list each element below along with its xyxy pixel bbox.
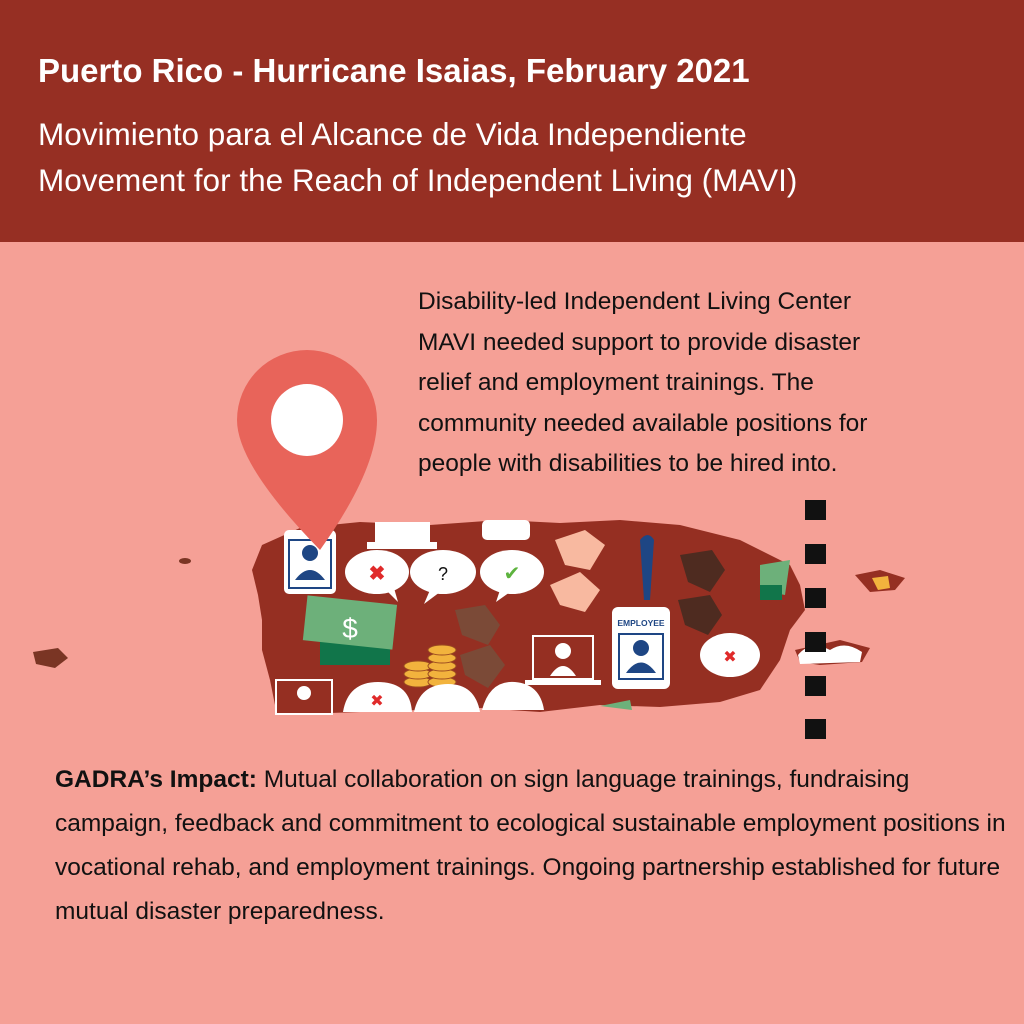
badge-person-body [626,662,656,673]
svg-text:✖: ✖ [723,649,736,666]
speech-bubble-question-icon: ? [410,550,476,604]
description-line: people with disabilities to be hired int… [418,450,838,477]
badge-top-icon [482,520,530,540]
hand-icon [550,530,605,612]
speech-bubble-x-icon: ✖ [345,550,409,602]
laptop-user-head [297,686,311,700]
badge-label: EMPLOYEE [617,618,665,628]
speech-bubble-x-icon: ✖ [700,633,760,677]
badge-photo-frame [618,633,664,680]
laptop-user-icon [367,522,437,549]
speech-bubble-check-icon [482,681,544,710]
hand-icon [678,550,725,635]
laptop-user-icon [525,635,601,685]
culebra-yellow [872,576,890,590]
small-islet [179,558,191,564]
svg-text:✖: ✖ [370,693,383,710]
speech-bubble-x-icon: ✖ [343,682,412,712]
question-mark: ? [438,564,448,584]
svg-text:✔: ✔ [504,563,521,585]
subtitle-spanish: Movimiento para el Alcance de Vida Indep… [38,116,747,152]
badge-person-head [633,640,649,656]
svg-text:✖: ✖ [369,563,386,585]
employee-badge-icon [284,530,336,594]
mona-island-shape [33,648,68,668]
green-block-bottom [600,700,632,710]
impact-text: Mutual collaboration on sign language tr… [55,766,1006,925]
description-line: Disability-led Independent Living Center [418,288,852,315]
coins-icon [403,644,457,688]
dollar-sign: $ [342,613,358,644]
description-line: community needed available positions for [418,409,868,437]
hand-icon [455,605,505,688]
page-title: Puerto Rico - Hurricane Isaias, February… [38,52,750,89]
description-line: relief and employment trainings. The [418,369,814,396]
impact-paragraph: GADRA’s Impact: Mutual collaboration on … [55,758,1015,934]
dashed-divider [805,500,826,739]
fajardo-dark-green [760,585,782,600]
speech-bubble-check-icon: ✔ [480,550,544,602]
impact-label: GADRA’s Impact: [55,766,257,793]
header-banner: Puerto Rico - Hurricane Isaias, February… [0,0,1024,242]
money-icon: $ [302,595,398,665]
map-pin-icon [237,350,377,550]
description-line: MAVI needed support to provide disaster [418,328,861,356]
speech-bubble-question-icon [414,684,480,712]
description-text: Disability-led Independent Living Center… [418,282,1018,485]
subtitle-english: Movement for the Reach of Independent Li… [38,162,798,198]
